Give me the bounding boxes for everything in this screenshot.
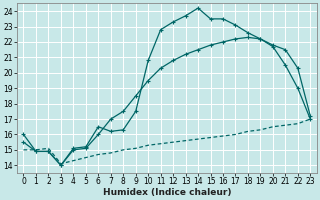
X-axis label: Humidex (Indice chaleur): Humidex (Indice chaleur): [103, 188, 231, 197]
